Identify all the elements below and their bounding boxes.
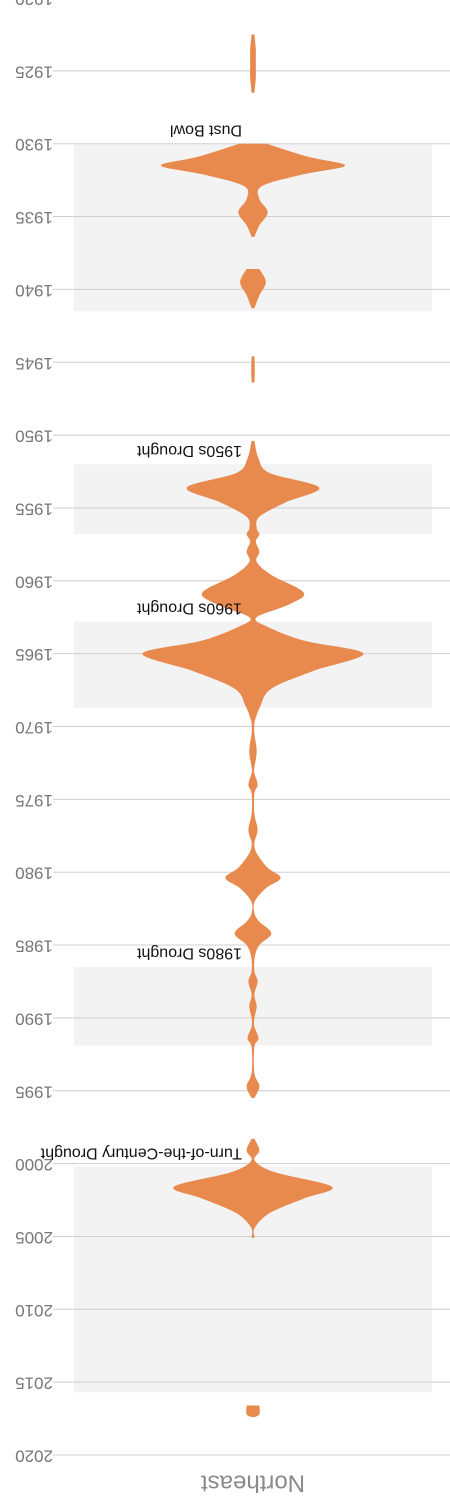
chart-title-group: Northeast bbox=[201, 1470, 305, 1497]
y-tick-label-1965: 1965 bbox=[15, 645, 53, 664]
period-label-0: Dust Bowl bbox=[170, 121, 242, 138]
y-tick-label-1930: 1930 bbox=[15, 135, 53, 154]
period-labels: Dust Bowl 1950s Drought 1960s Drought 1980s… bbox=[40, 121, 242, 1161]
violin-segment-5 bbox=[173, 1138, 333, 1238]
chart-title: Northeast bbox=[201, 1470, 305, 1497]
violin-layer bbox=[142, 34, 364, 1418]
y-axis: 1920 1925 1930 1935 1940 1945 1950 1955 1960 1965… bbox=[15, 0, 53, 1466]
y-tick-label-2005: 2005 bbox=[15, 1228, 53, 1247]
period-label-2: 1960s Drought bbox=[136, 599, 242, 616]
y-tick-label-1945: 1945 bbox=[15, 354, 53, 373]
period-label-1: 1950s Drought bbox=[136, 442, 242, 459]
violin-segment-1 bbox=[160, 143, 346, 237]
y-tick-label-1940: 1940 bbox=[15, 281, 53, 300]
y-tick-label-2020: 2020 bbox=[15, 1447, 53, 1466]
y-tick-label-1925: 1925 bbox=[15, 62, 53, 81]
y-tick-label-1975: 1975 bbox=[15, 791, 53, 810]
violin-segment-2 bbox=[240, 269, 266, 309]
y-tick-label-1990: 1990 bbox=[15, 1009, 53, 1028]
y-tick-label-1935: 1935 bbox=[15, 208, 53, 227]
y-tick-label-1920: 1920 bbox=[15, 0, 53, 9]
y-tick-label-1985: 1985 bbox=[15, 937, 53, 956]
y-tick-label-1970: 1970 bbox=[15, 718, 53, 737]
violin-segment-4 bbox=[142, 440, 364, 1098]
y-tick-label-1960: 1960 bbox=[15, 572, 53, 591]
y-tick-label-2010: 2010 bbox=[15, 1301, 53, 1320]
violin-segment-3 bbox=[251, 356, 255, 383]
period-label-3: 1980s Drought bbox=[136, 945, 242, 962]
y-tick-label-1980: 1980 bbox=[15, 864, 53, 883]
y-tick-label-1995: 1995 bbox=[15, 1082, 53, 1101]
y-tick-label-1950: 1950 bbox=[15, 427, 53, 446]
period-label-4: Turn-of-the-Century Drought bbox=[40, 1144, 242, 1161]
y-tick-label-2000: 2000 bbox=[15, 1155, 53, 1174]
violin-segment-0 bbox=[250, 34, 256, 93]
y-tick-label-2015: 2015 bbox=[15, 1374, 53, 1393]
violin-segment-6 bbox=[246, 1405, 260, 1418]
y-tick-label-1955: 1955 bbox=[15, 499, 53, 518]
